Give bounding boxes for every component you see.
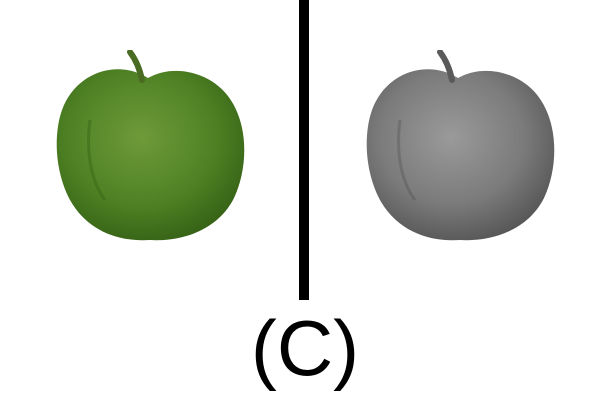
apple-body [56,69,245,241]
apple-shading [87,119,107,201]
apple-shading [397,119,417,201]
green-apple-icon [56,50,245,241]
apple-stem [127,50,145,83]
vertical-divider [299,0,309,300]
apple-stem [437,50,455,83]
apple-body [366,69,555,241]
grayscale-apple-icon [366,50,555,241]
panel-label: (C) [250,304,360,392]
